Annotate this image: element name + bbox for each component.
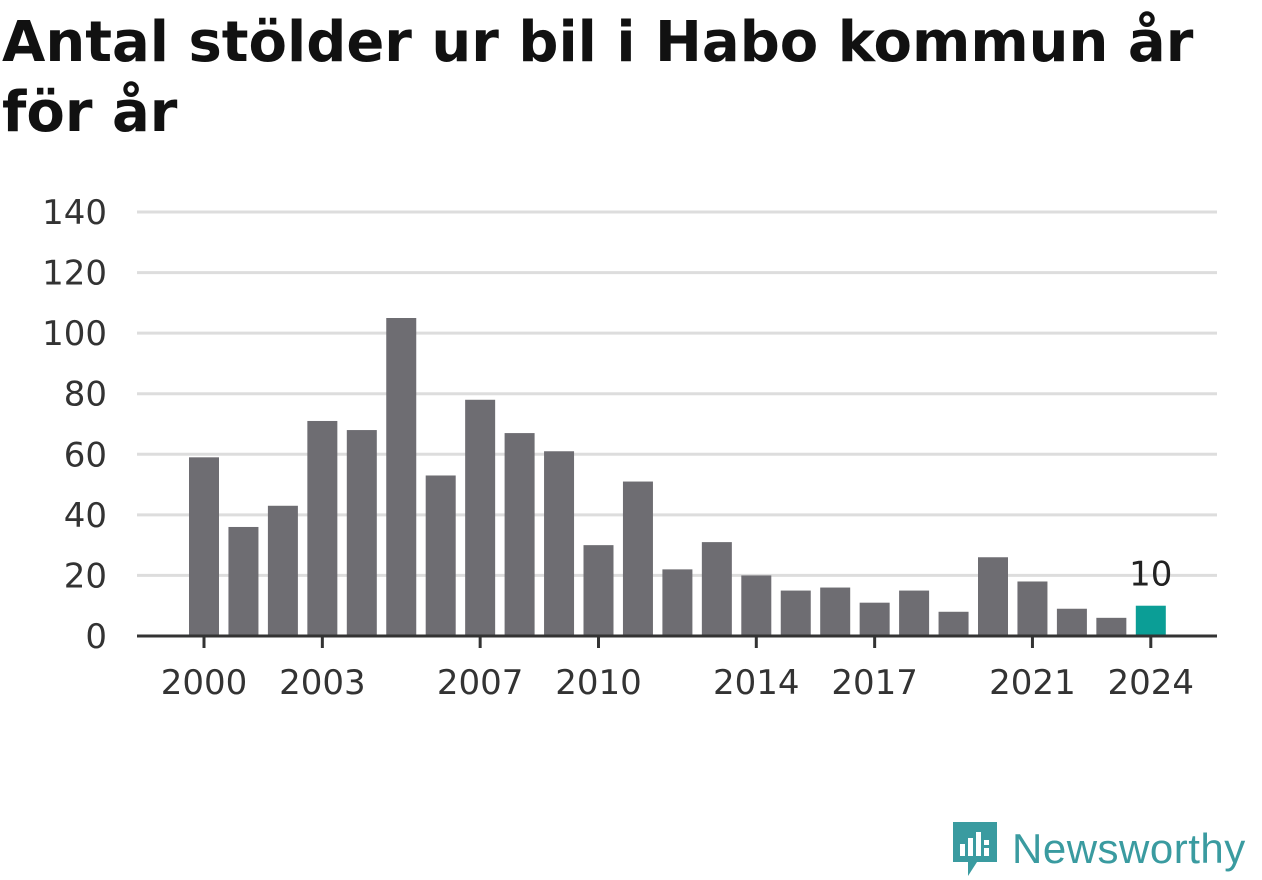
bar xyxy=(622,481,653,636)
bar xyxy=(820,587,851,636)
brand-logo: Newsworthy xyxy=(950,818,1246,880)
bar-highlight xyxy=(1135,605,1166,636)
gridlines xyxy=(137,210,1217,577)
bar xyxy=(228,526,259,636)
bar xyxy=(307,420,338,636)
x-tick-label: 2000 xyxy=(161,663,248,703)
bar xyxy=(1096,617,1127,636)
bar xyxy=(465,399,496,636)
bars xyxy=(189,318,1166,636)
x-tick-label: 2024 xyxy=(1108,663,1195,703)
bar xyxy=(662,569,693,636)
y-tick-label: 60 xyxy=(64,435,107,475)
bar xyxy=(701,542,732,636)
x-tick-label: 2003 xyxy=(279,663,366,703)
bar xyxy=(978,557,1008,636)
bar xyxy=(938,611,969,636)
y-tick-label: 20 xyxy=(64,556,107,596)
y-tick-label: 0 xyxy=(85,617,107,657)
bar xyxy=(425,475,456,636)
y-tick-label: 120 xyxy=(42,254,107,294)
bar xyxy=(859,602,890,636)
bar xyxy=(780,590,811,636)
bar xyxy=(899,590,930,636)
y-tick-label: 80 xyxy=(64,375,107,415)
data-label-highlight: 10 xyxy=(1129,555,1172,595)
x-tick-label: 2021 xyxy=(989,663,1076,703)
y-tick-label: 100 xyxy=(42,314,107,354)
y-axis-ticks: 0 20 40 60 80 100 120 140 xyxy=(42,193,107,657)
bar xyxy=(544,451,575,636)
x-tick-label: 2010 xyxy=(555,663,642,703)
bar xyxy=(386,318,417,636)
x-tick-label: 2014 xyxy=(713,663,800,703)
y-tick-label: 40 xyxy=(64,496,107,536)
bar xyxy=(346,430,377,636)
data-labels: 10 xyxy=(1129,555,1172,595)
bar xyxy=(1017,581,1048,636)
bar xyxy=(741,575,772,636)
x-axis: 2000 2003 2007 2010 2014 2017 2021 2024 xyxy=(137,634,1217,703)
brand-name: Newsworthy xyxy=(1012,825,1246,872)
bar xyxy=(1056,608,1087,636)
bar xyxy=(583,545,614,636)
chart-title: Antal stölder ur bil i Habo kommun år fö… xyxy=(2,10,1194,145)
x-tick-label: 2017 xyxy=(831,663,918,703)
y-tick-label: 140 xyxy=(42,193,107,233)
bar xyxy=(504,433,535,636)
x-tick-label: 2007 xyxy=(437,663,524,703)
newsworthy-logo-icon xyxy=(953,822,997,876)
bar xyxy=(267,505,298,636)
bar xyxy=(189,457,219,636)
